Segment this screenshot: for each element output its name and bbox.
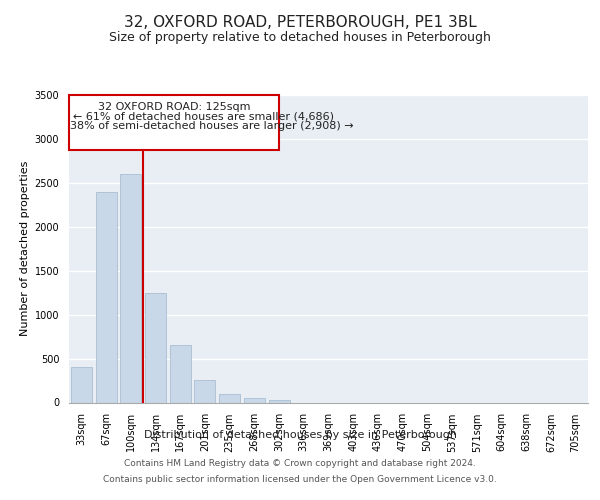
Text: 32, OXFORD ROAD, PETERBOROUGH, PE1 3BL: 32, OXFORD ROAD, PETERBOROUGH, PE1 3BL bbox=[124, 15, 476, 30]
Bar bbox=[71, 368, 92, 402]
Text: 32 OXFORD ROAD: 125sqm: 32 OXFORD ROAD: 125sqm bbox=[98, 102, 250, 112]
Text: ← 61% of detached houses are smaller (4,686): ← 61% of detached houses are smaller (4,… bbox=[73, 112, 334, 122]
Bar bbox=[120, 174, 141, 402]
Bar bbox=[194, 380, 215, 402]
Bar bbox=[170, 346, 191, 403]
Text: 38% of semi-detached houses are larger (2,908) →: 38% of semi-detached houses are larger (… bbox=[70, 122, 354, 132]
Bar bbox=[95, 192, 116, 402]
Text: Size of property relative to detached houses in Peterborough: Size of property relative to detached ho… bbox=[109, 31, 491, 44]
Bar bbox=[145, 292, 166, 403]
Text: Distribution of detached houses by size in Peterborough: Distribution of detached houses by size … bbox=[143, 430, 457, 440]
Bar bbox=[219, 394, 240, 402]
Bar bbox=[69, 95, 279, 150]
Text: Contains HM Land Registry data © Crown copyright and database right 2024.: Contains HM Land Registry data © Crown c… bbox=[124, 460, 476, 468]
Text: Contains public sector information licensed under the Open Government Licence v3: Contains public sector information licen… bbox=[103, 474, 497, 484]
Y-axis label: Number of detached properties: Number of detached properties bbox=[20, 161, 31, 336]
Bar bbox=[244, 398, 265, 402]
Bar bbox=[269, 400, 290, 402]
